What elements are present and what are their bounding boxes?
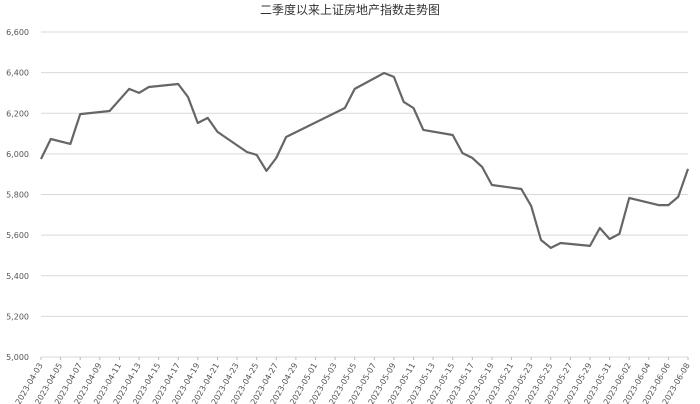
y-tick-label: 5,200 [6,312,29,321]
chart-title: 二季度以来上证房地产指数走势图 [260,2,440,17]
y-tick-label: 5,600 [6,231,29,240]
y-tick-label: 6,200 [6,109,29,118]
y-tick-label: 5,400 [6,272,29,281]
data-line [40,71,690,249]
y-tick-label: 5,800 [6,191,29,200]
y-tick-label: 6,000 [6,150,29,159]
y-tick-label: 6,400 [6,69,29,78]
y-tick-label: 5,000 [6,353,29,362]
y-tick-label: 6,600 [6,28,29,37]
